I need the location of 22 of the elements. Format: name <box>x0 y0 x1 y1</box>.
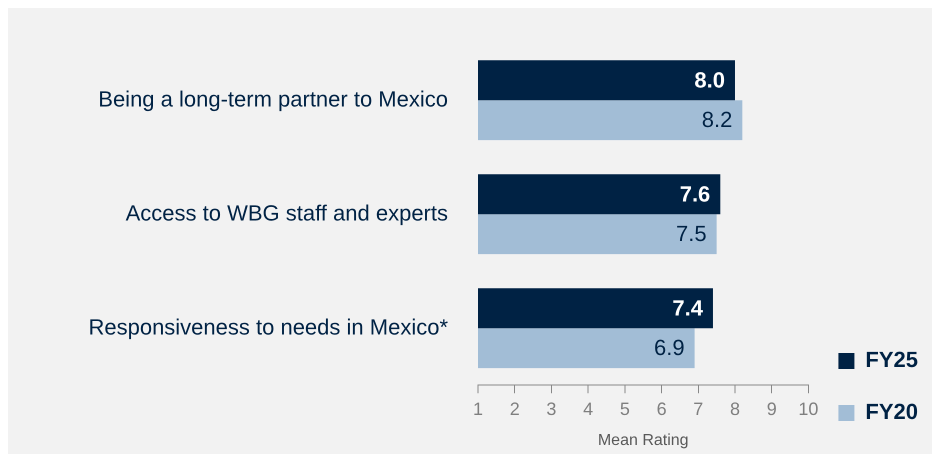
legend-label: FY25 <box>865 347 918 372</box>
text: 7.4 <box>672 295 703 320</box>
x-tick-label: 5 <box>620 398 630 419</box>
text: 8.0 <box>694 67 725 92</box>
x-tick-label: 2 <box>510 398 520 419</box>
x-tick-label: 6 <box>656 398 667 419</box>
x-tick-label: 8 <box>730 398 740 419</box>
y-tick-label: Responsiveness to needs in Mexico* <box>88 314 448 340</box>
x-tick-label: 7 <box>693 398 704 419</box>
legend-label: FY20 <box>865 399 918 424</box>
text: 8.2 <box>702 107 732 132</box>
x-tick-label: 1 <box>472 398 484 419</box>
text: 6.9 <box>654 335 685 360</box>
text: 7.6 <box>680 181 710 206</box>
text: 7.5 <box>676 221 707 246</box>
x-tick-label: 3 <box>546 398 556 419</box>
x-axis-title: Mean Rating <box>598 432 689 449</box>
x-tick-label: 4 <box>583 398 594 419</box>
x-tick-label: 10 <box>798 398 818 419</box>
x-tick-label: 9 <box>766 398 777 419</box>
y-tick-label: Access to WBG staff and experts <box>126 200 448 226</box>
y-tick-label: Being a long-term partner to Mexico <box>98 86 448 112</box>
